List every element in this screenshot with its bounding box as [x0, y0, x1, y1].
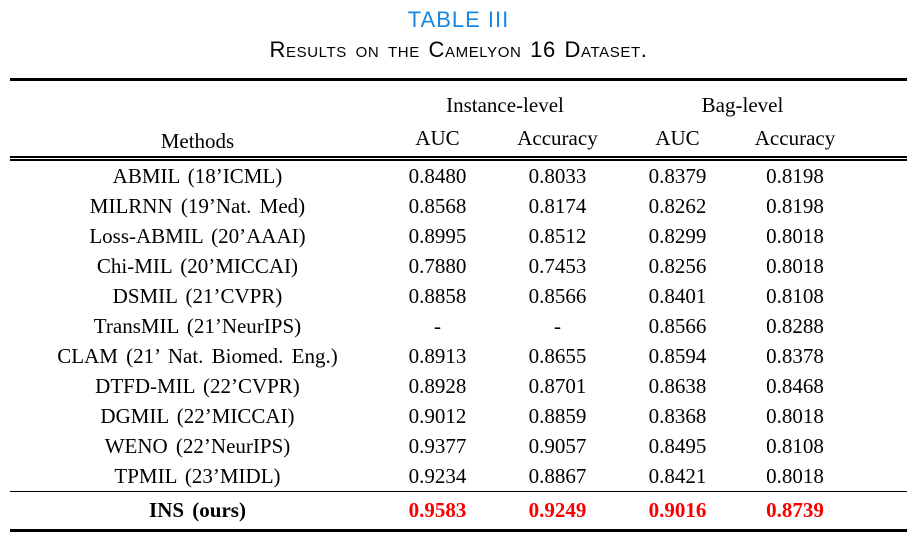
value-cell: 0.8198 — [766, 163, 824, 188]
table-row-abmil: ABMIL (18’ICML) 0.8480 0.8033 0.8379 0.8… — [10, 159, 907, 192]
value-cell: 0.8421 — [624, 461, 730, 492]
value-cell: 0.8480 — [408, 163, 467, 188]
value-cell: 0.8867 — [489, 461, 625, 492]
header-group-row: Methods Instance-level Bag-level — [9, 78, 907, 161]
value-cell: 0.9012 — [408, 403, 467, 428]
value-cell: 0.8859 — [528, 403, 587, 428]
table-caption: TABLE III Results on the Camelyon 16 Dat… — [0, 0, 917, 63]
value-cell: 0.9057 — [528, 433, 587, 458]
results-table: Methods Instance-level Bag-level AUC Acc… — [9, 78, 907, 532]
value-cell: 0.9234 — [384, 461, 490, 492]
table-row-transmil: TransMIL (21’NeurIPS) - - 0.8566 0.8288 — [10, 311, 907, 341]
table-row-clam: CLAM (21’ Nat. Biomed. Eng.) 0.8913 0.86… — [10, 341, 907, 371]
column-header-instance-auc: AUC — [384, 120, 490, 161]
value-cell: 0.8401 — [648, 283, 707, 308]
header-subcolumn-row: AUC Accuracy AUC Accuracy — [10, 120, 907, 161]
method-cell: MILRNN (19’Nat. Med) — [89, 193, 306, 218]
value-cell: 0.8928 — [408, 373, 467, 398]
method-cell: Loss-ABMIL (20’AAAI) — [89, 223, 306, 248]
highlight-value-cell: 0.9016 — [624, 491, 730, 532]
value-cell: 0.9377 — [408, 433, 467, 458]
value-cell: 0.8701 — [528, 373, 587, 398]
table-title: Results on the Camelyon 16 Dataset. — [269, 37, 648, 62]
method-cell: DTFD-MIL (22’CVPR) — [95, 373, 300, 398]
value-cell: 0.8379 — [648, 163, 707, 188]
method-cell: WENO (22’NeurIPS) — [104, 433, 291, 458]
highlight-value-cell: 0.8739 — [729, 491, 860, 532]
value-cell: 0.8512 — [528, 223, 587, 248]
column-header-bag-accuracy: Accuracy — [729, 120, 860, 161]
value-cell: 0.8638 — [648, 373, 707, 398]
value-cell: 0.8858 — [408, 283, 467, 308]
method-cell: TransMIL (21’NeurIPS) — [93, 313, 302, 338]
table-row-dgmil: DGMIL (22’MICCAI) 0.9012 0.8859 0.8368 0… — [10, 401, 907, 431]
table-row-milrnn: MILRNN (19’Nat. Med) 0.8568 0.8174 0.826… — [10, 191, 907, 221]
value-cell: 0.8108 — [766, 433, 824, 458]
header-spacer-cell — [860, 78, 907, 161]
method-cell: ABMIL (18’ICML) — [112, 163, 283, 188]
method-cell: INS (ours) — [9, 491, 385, 532]
value-cell: 0.8262 — [648, 193, 707, 218]
method-cell: CLAM (21’ Nat. Biomed. Eng.) — [57, 343, 338, 368]
value-cell: 0.8018 — [766, 223, 824, 248]
table-row-chi-mil: Chi-MIL (20’MICCAI) 0.7880 0.7453 0.8256… — [10, 251, 907, 281]
value-cell: 0.8568 — [408, 193, 467, 218]
highlight-value-cell: 0.9583 — [384, 491, 490, 532]
table-row-dtfd-mil: DTFD-MIL (22’CVPR) 0.8928 0.8701 0.8638 … — [10, 371, 907, 401]
table-row-loss-abmil: Loss-ABMIL (20’AAAI) 0.8995 0.8512 0.829… — [10, 221, 907, 251]
value-cell: 0.8995 — [408, 223, 467, 248]
column-header-instance-accuracy: Accuracy — [489, 120, 625, 161]
table-row-tpmil: TPMIL (23’MIDL) 0.9234 0.8867 0.8421 0.8… — [9, 461, 907, 492]
value-cell: 0.8033 — [528, 163, 587, 188]
value-cell: 0.8256 — [648, 253, 707, 278]
table-row-dsmil: DSMIL (21’CVPR) 0.8858 0.8566 0.8401 0.8… — [10, 281, 907, 311]
group-header-bag-level: Bag-level — [624, 78, 860, 120]
column-header-methods: Methods — [9, 78, 385, 161]
table-row-weno: WENO (22’NeurIPS) 0.9377 0.9057 0.8495 0… — [10, 431, 907, 461]
value-cell: 0.8566 — [528, 283, 587, 308]
value-cell: 0.8288 — [766, 313, 824, 338]
table-number-label: TABLE III — [407, 7, 510, 32]
method-cell: TPMIL (23’MIDL) — [9, 461, 385, 492]
value-cell: 0.8108 — [766, 283, 824, 308]
value-cell: 0.8174 — [528, 193, 587, 218]
method-cell: DSMIL (21’CVPR) — [112, 283, 283, 308]
value-cell: 0.8018 — [766, 253, 824, 278]
value-cell: - — [553, 313, 561, 338]
column-header-bag-auc: AUC — [624, 120, 730, 161]
method-cell: Chi-MIL (20’MICCAI) — [96, 253, 299, 278]
value-cell: 0.7880 — [408, 253, 467, 278]
value-cell: 0.7453 — [528, 253, 587, 278]
value-cell: 0.8299 — [648, 223, 707, 248]
value-cell: 0.8594 — [648, 343, 707, 368]
value-cell: - — [433, 313, 441, 338]
value-cell: 0.8913 — [408, 343, 467, 368]
value-cell: 0.8368 — [648, 403, 707, 428]
table-row-ins-ours: INS (ours) 0.9583 0.9249 0.9016 0.8739 — [9, 491, 907, 532]
value-cell: 0.8655 — [528, 343, 587, 368]
value-cell: 0.8198 — [766, 193, 824, 218]
highlight-value-cell: 0.9249 — [489, 491, 625, 532]
value-cell: 0.8018 — [766, 403, 824, 428]
value-cell: 0.8378 — [766, 343, 824, 368]
method-cell: DGMIL (22’MICCAI) — [100, 403, 295, 428]
value-cell: 0.8018 — [729, 461, 860, 492]
value-cell: 0.8495 — [648, 433, 707, 458]
value-cell: 0.8468 — [766, 373, 824, 398]
value-cell: 0.8566 — [648, 313, 707, 338]
group-header-instance-level: Instance-level — [384, 78, 625, 120]
